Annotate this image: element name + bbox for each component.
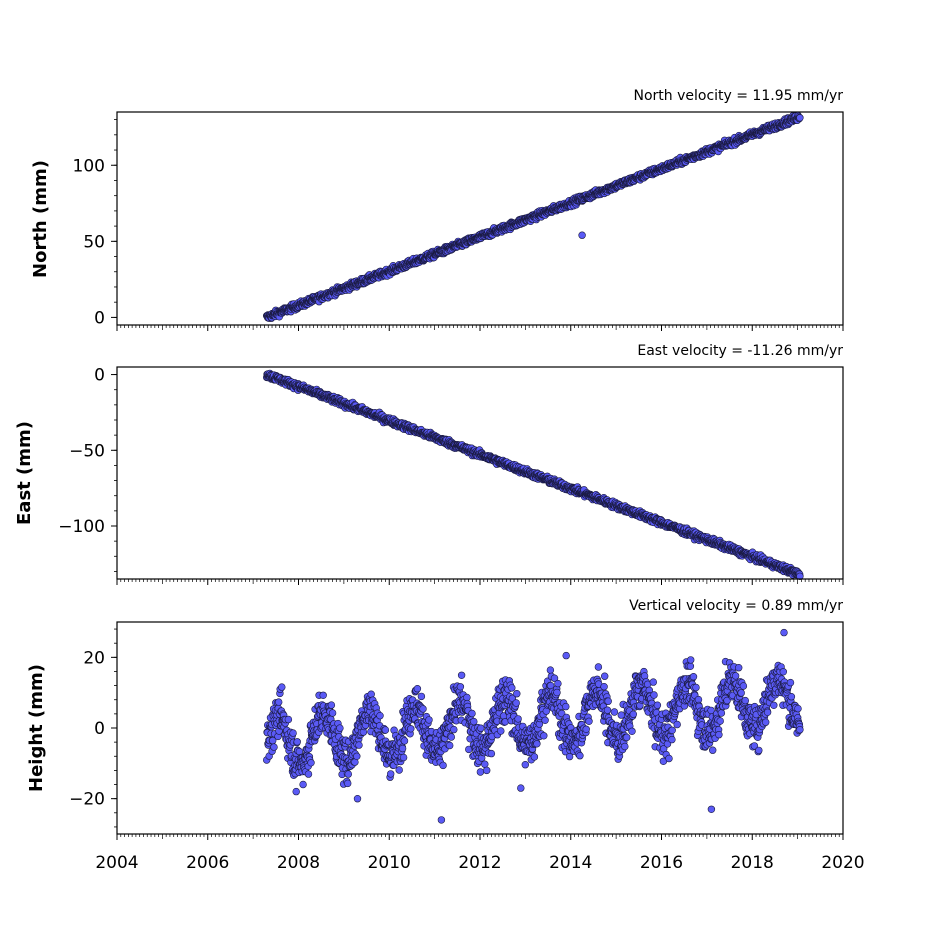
y-tick-label: 0 (94, 308, 105, 328)
data-point (353, 752, 361, 760)
data-point (307, 759, 315, 767)
north-velocity-title: North velocity = 11.95 mm/yr (633, 88, 843, 104)
y-tick-label: −50 (69, 441, 105, 461)
data-point (546, 666, 555, 674)
east-markers (263, 369, 804, 580)
data-point (540, 732, 548, 740)
data-point (796, 114, 804, 122)
y-tick-label: 50 (83, 232, 105, 252)
data-point (344, 779, 352, 788)
data-point (457, 671, 466, 679)
data-point (395, 766, 403, 774)
data-point (600, 672, 609, 680)
north-panel: North velocity = 11.95 mm/yr North (mm) … (30, 88, 844, 331)
data-point (419, 705, 427, 713)
data-point (521, 760, 529, 769)
data-point (328, 709, 337, 717)
data-point (447, 733, 455, 741)
data-point (284, 715, 293, 724)
data-point (582, 725, 590, 733)
data-point (355, 741, 363, 749)
data-point (512, 699, 520, 707)
data-point (278, 683, 286, 691)
y-tick-label: 0 (94, 366, 105, 386)
east-velocity-title: East velocity = -11.26 mm/yr (637, 343, 843, 359)
data-point (399, 753, 408, 762)
vertical-velocity-title: Vertical velocity = 0.89 mm/yr (629, 598, 843, 614)
data-point (603, 706, 612, 714)
data-point (513, 689, 521, 698)
data-point (604, 697, 612, 705)
data-point (456, 683, 465, 691)
data-point (476, 768, 485, 776)
data-point (497, 727, 505, 735)
data-point (398, 744, 407, 753)
data-point (585, 717, 593, 725)
data-point (617, 711, 625, 719)
data-point (487, 749, 496, 758)
height-ylabel: Height (mm) (26, 664, 47, 792)
data-point (594, 663, 603, 671)
data-point (376, 711, 384, 720)
east-panel: East velocity = -11.26 mm/yr East (mm) 0… (14, 343, 844, 585)
data-point (463, 693, 471, 702)
data-point (289, 729, 297, 737)
data-point (387, 770, 395, 778)
y-tick-label: −100 (58, 517, 105, 537)
data-point (413, 684, 422, 693)
data-point (304, 770, 313, 778)
height-panel: Vertical velocity = 0.89 mm/yr Height (m… (26, 598, 865, 873)
data-point (533, 740, 541, 748)
outlier-point (578, 231, 586, 239)
data-point (319, 691, 327, 699)
data-point (407, 725, 415, 733)
data-point (530, 753, 539, 761)
data-point (299, 780, 307, 789)
data-point (562, 702, 570, 711)
data-point (554, 679, 562, 688)
data-point (367, 690, 375, 698)
data-point (610, 708, 619, 716)
data-point (514, 715, 522, 723)
data-point (621, 742, 629, 751)
data-point (446, 741, 454, 750)
data-point (483, 766, 491, 775)
y-tick-label: 100 (73, 156, 105, 176)
data-point (477, 724, 485, 732)
data-point (327, 701, 336, 709)
east-ylabel: East (mm) (14, 421, 35, 525)
data-point (439, 761, 447, 770)
data-point (344, 770, 352, 778)
data-point (270, 743, 278, 751)
north-ylabel: North (mm) (30, 160, 51, 278)
data-point (425, 716, 433, 724)
data-point (470, 717, 478, 726)
data-point (481, 760, 489, 768)
data-point (622, 733, 631, 742)
data-point (468, 709, 476, 718)
data-point (450, 725, 458, 734)
data-point (400, 737, 409, 745)
data-point (541, 716, 549, 724)
data-point (508, 684, 516, 692)
data-point (576, 751, 584, 760)
data-point (381, 726, 390, 734)
north-ticks: 0 50 100 (73, 119, 844, 331)
data-point (336, 724, 344, 732)
data-point (600, 682, 608, 691)
data-point (417, 692, 426, 701)
data-point (553, 688, 561, 697)
north-markers (263, 111, 804, 322)
data-point (293, 738, 301, 746)
height-markers (263, 628, 804, 824)
data-point (275, 698, 283, 706)
